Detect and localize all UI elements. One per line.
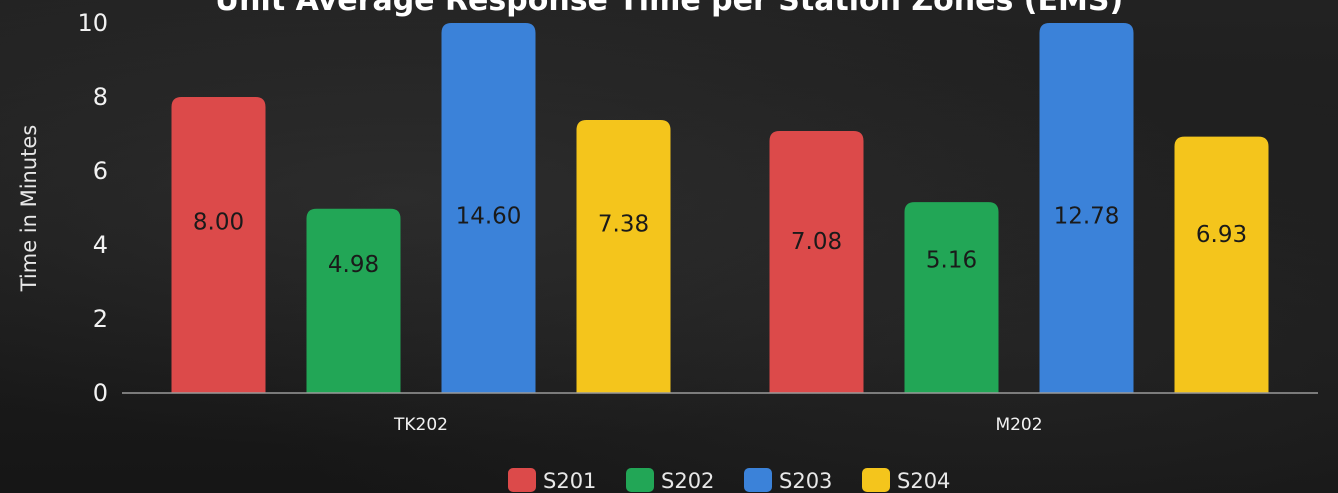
data-label: 5.16 (926, 247, 977, 273)
bar-s201-m202 (769, 131, 864, 394)
bar-s204-tk202 (576, 119, 671, 393)
data-label: 6.93 (1196, 222, 1247, 248)
legend-label: S203 (779, 469, 832, 493)
legend-label: S204 (897, 469, 950, 493)
y-tick-label: 10 (77, 9, 108, 37)
legend-swatch-s202 (626, 468, 654, 492)
legend-swatch-s201 (508, 468, 536, 492)
data-label: 14.60 (456, 203, 522, 229)
bar-s202-m202 (904, 202, 999, 393)
bar-s203-tk202 (441, 23, 536, 393)
y-tick-label: 2 (93, 305, 108, 333)
data-label: 8.00 (193, 209, 244, 235)
data-label: 12.78 (1054, 203, 1120, 229)
chart-title: Unit Average Response Time per Station Z… (215, 0, 1123, 18)
y-tick-label: 0 (93, 379, 108, 407)
y-tick-label: 8 (93, 83, 108, 111)
y-tick-label: 4 (93, 231, 108, 259)
bar-s201-tk202 (171, 97, 266, 393)
y-axis-label: Time in Minutes (17, 125, 41, 293)
legend-label: S201 (543, 469, 596, 493)
x-tick-label: TK202 (393, 415, 448, 435)
bar-s203-m202 (1039, 23, 1134, 393)
data-label: 4.98 (328, 252, 379, 278)
data-label: 7.08 (791, 229, 842, 255)
legend-swatch-s204 (862, 468, 890, 492)
bar-s204-m202 (1174, 136, 1269, 393)
y-tick-label: 6 (93, 157, 108, 185)
legend-swatch-s203 (744, 468, 772, 492)
data-label: 7.38 (598, 212, 649, 238)
x-tick-label: M202 (995, 415, 1042, 435)
bar-s202-tk202 (306, 208, 401, 393)
legend-label: S202 (661, 469, 714, 493)
